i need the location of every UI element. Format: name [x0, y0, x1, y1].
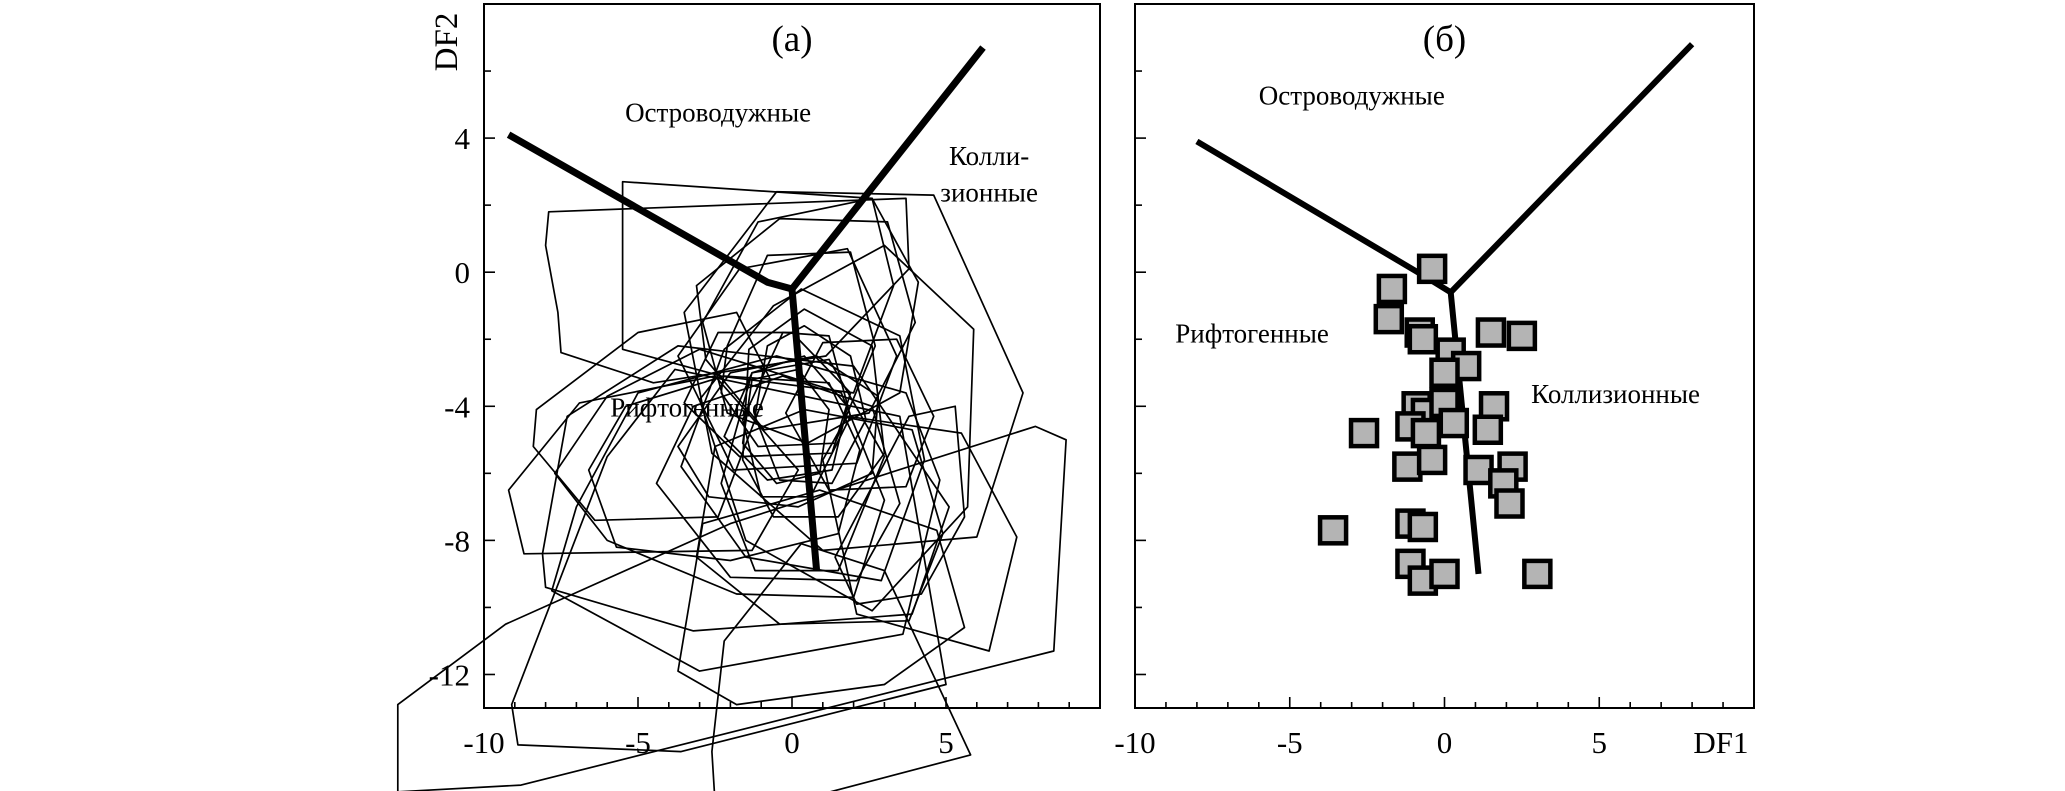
boundary-line [1448, 42, 1695, 295]
x-tick-label: 5 [938, 725, 954, 760]
region-label: зионные [940, 178, 1038, 208]
field-polygon [677, 489, 966, 706]
data-point [1407, 511, 1439, 543]
data-point [1429, 558, 1460, 590]
boundary-line [789, 45, 986, 292]
field-polygon [723, 355, 849, 481]
field-polygon [834, 405, 966, 605]
region-label: Островодужные [1259, 81, 1445, 111]
y-axis-label: DF2 [429, 13, 465, 72]
field-polygon [720, 251, 877, 448]
x-tick-label: -5 [625, 725, 651, 760]
data-point [1407, 323, 1439, 355]
region-label: Островодужные [625, 97, 811, 127]
region-label: Рифтогенные [610, 392, 764, 422]
field-polygon [695, 408, 944, 626]
data-point [1494, 488, 1525, 519]
composition-fields [396, 180, 1067, 791]
x-tick-label: -10 [463, 725, 504, 760]
y-tick-label: -8 [444, 523, 470, 558]
boundary-line [788, 288, 821, 571]
field-polygon [550, 355, 941, 672]
region-label: Колли- [949, 141, 1029, 171]
x-tick-label: 5 [1592, 725, 1608, 760]
field-polygon [587, 375, 861, 562]
x-tick-label: 0 [784, 725, 800, 760]
data-point [1416, 444, 1448, 476]
data-point [1506, 320, 1538, 352]
field-polygon [396, 425, 1067, 791]
data-point [1376, 273, 1408, 305]
data-point [1416, 253, 1448, 285]
panel-a: -10 -5 0 5 4 0 -4 -8 -12 DF2 Островодужные Колли-зи… [396, 3, 1101, 791]
field-polygon [680, 288, 926, 582]
y-tick-label: 4 [455, 121, 471, 156]
data-point [1392, 451, 1423, 482]
data-point [1475, 317, 1507, 348]
field-polygon [677, 355, 880, 508]
field-polygon [507, 375, 800, 555]
boundary-line [506, 131, 793, 293]
x-tick-label: -10 [1114, 725, 1155, 760]
x-tick-label: 0 [1437, 725, 1453, 760]
field-polygon [821, 415, 1018, 652]
data-point [1429, 357, 1460, 389]
x-axis-label: DF1 [1693, 725, 1748, 760]
data-point [1373, 303, 1405, 335]
data-point [1348, 417, 1380, 449]
y-tick-label: -12 [429, 657, 470, 692]
field-polygon [683, 190, 1024, 552]
field-polygon [544, 197, 910, 384]
panel-b: -10 -5 0 5 DF1 Островодужные Рифтогенные Коллиз… [1114, 3, 1755, 760]
region-label: Рифтогенные [1175, 319, 1329, 349]
region-label: Коллизионные [1531, 379, 1700, 409]
panel-label: (а) [771, 19, 812, 60]
data-point [1472, 414, 1504, 446]
data-point [1522, 558, 1553, 590]
field-polygon [701, 197, 920, 445]
data-point [1317, 515, 1349, 546]
y-tick-label: 0 [455, 255, 471, 290]
field-polygon [541, 345, 950, 632]
boundary-line [1195, 138, 1453, 295]
data-point [1438, 407, 1470, 439]
data-point [1463, 454, 1494, 486]
field-polygon [754, 324, 867, 485]
panel-label: (б) [1423, 19, 1466, 60]
field-polygon [741, 368, 830, 485]
x-tick-label: -5 [1277, 725, 1303, 760]
field-polygon [655, 375, 901, 582]
field-polygon [553, 348, 886, 599]
field-polygon [711, 542, 972, 791]
field-polygon [532, 311, 772, 522]
data-point [1410, 417, 1442, 449]
field-polygon [683, 331, 852, 458]
field-polygon [510, 368, 947, 753]
y-tick-label: -4 [444, 389, 470, 424]
